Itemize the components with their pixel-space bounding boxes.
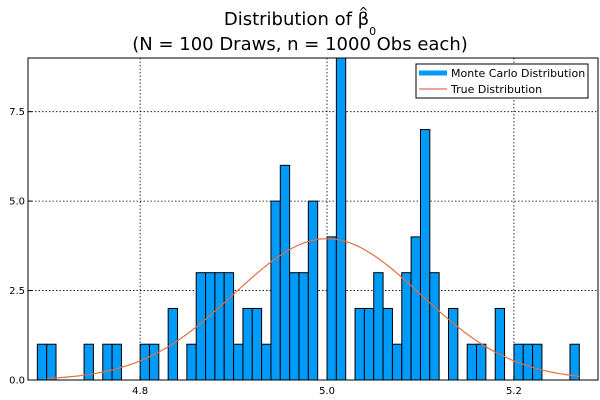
histogram-bar-8 — [186, 343, 197, 381]
histogram-bar-21 — [307, 200, 319, 381]
histogram-bar-20 — [298, 272, 309, 381]
histogram-bar-3 — [102, 343, 113, 381]
x-tick-label-2: 5.2 — [506, 386, 522, 397]
true-distribution-line — [46, 238, 580, 380]
histogram-bar-41 — [569, 343, 580, 381]
plot-frame — [27, 57, 599, 381]
histogram-bar-5 — [139, 343, 150, 381]
histogram-bar-15 — [251, 307, 263, 381]
histogram-bar-36 — [476, 343, 487, 381]
histogram-bar-12 — [223, 272, 235, 381]
legend-label-true-distribution: True Distribution — [450, 83, 542, 96]
histogram-bar-23 — [326, 236, 337, 381]
beta-subscript: 0 — [369, 25, 376, 38]
x-axis-ticks: 4.8 5.0 5.2 — [132, 376, 522, 397]
chart-title-line-2: (N = 100 Draws, n = 1000 Obs each) — [132, 34, 468, 55]
histogram-bar-14 — [242, 307, 253, 381]
beta-symbol: β — [358, 9, 370, 30]
histogram-bar-39 — [522, 343, 534, 381]
y-tick-label-0: 0.0 — [9, 376, 25, 387]
y-tick-label-1: 2.5 — [9, 286, 25, 297]
histogram-bar-32 — [419, 129, 431, 381]
histogram-bar-6 — [148, 343, 160, 381]
histogram-bar-16 — [261, 343, 272, 381]
y-tick-label-2: 5.0 — [9, 197, 25, 208]
histogram-bar-37 — [494, 307, 506, 381]
true-distribution-curve — [46, 238, 580, 380]
histogram-bar-27 — [373, 272, 384, 381]
histogram-bar-1 — [46, 343, 57, 381]
histogram-bar-10 — [205, 272, 216, 381]
histogram-bar-17 — [270, 200, 281, 381]
y-axis-ticks: 0.0 2.5 5.0 7.5 — [9, 107, 32, 387]
legend-label-monte-carlo: Monte Carlo Distribution — [451, 67, 585, 80]
histogram-bar-19 — [289, 272, 300, 381]
histogram-bar-30 — [401, 272, 412, 381]
histogram-bar-33 — [429, 272, 440, 381]
histogram-bar-11 — [214, 272, 225, 381]
legend: Monte Carlo Distribution True Distributi… — [415, 63, 589, 99]
histogram-bar-25 — [354, 307, 365, 381]
histogram-bar-35 — [466, 343, 478, 381]
histogram-bar-31 — [410, 236, 421, 381]
histogram-bar-4 — [111, 343, 122, 381]
histogram-bar-34 — [447, 307, 459, 381]
histogram-bar-28 — [382, 307, 393, 381]
x-tick-label-0: 4.8 — [132, 386, 148, 397]
y-tick-label-3: 7.5 — [9, 107, 25, 118]
histogram-bar-29 — [391, 343, 403, 381]
histogram-bar-26 — [363, 307, 375, 381]
histogram-bar-13 — [233, 343, 244, 381]
legend-box — [415, 63, 589, 99]
histogram-bar-0 — [36, 343, 48, 381]
x-tick-label-1: 5.0 — [319, 386, 335, 397]
histogram-bars — [36, 57, 580, 381]
histogram-bar-40 — [532, 343, 543, 381]
chart-title-line-1: Distribution of β0 — [224, 9, 376, 38]
histogram-bar-24 — [335, 57, 347, 381]
histogram-bar-18 — [279, 164, 291, 381]
beta-hat-accent: ^ — [358, 5, 368, 19]
